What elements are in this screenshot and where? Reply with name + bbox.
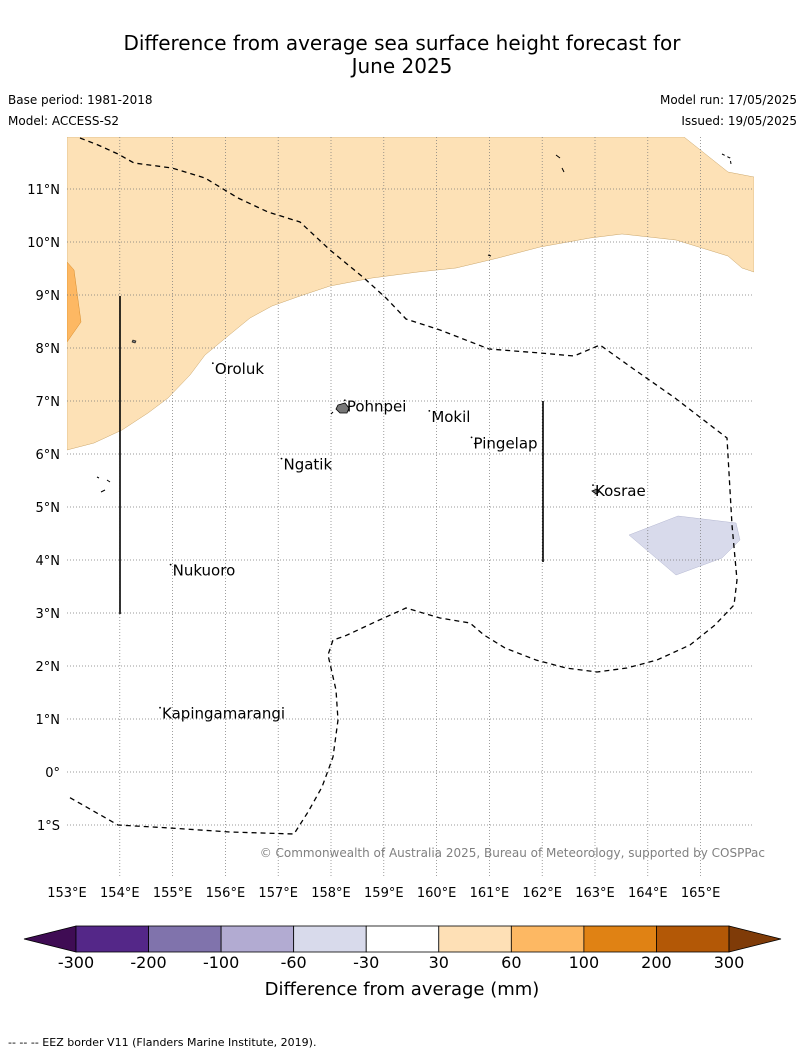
place-marker xyxy=(211,362,214,365)
lat-tick-label: 1°N xyxy=(36,713,61,728)
colorbar-bin xyxy=(365,925,440,953)
lat-tick-label: 8°N xyxy=(36,342,61,357)
lon-tick-label: 162°E xyxy=(522,886,562,901)
lon-tick-label: 163°E xyxy=(575,886,615,901)
lon-tick-label: 156°E xyxy=(206,886,246,901)
colorbar-extend-low xyxy=(23,925,77,953)
place-marker xyxy=(343,399,346,402)
place-marker xyxy=(280,457,283,460)
place-label: Pingelap xyxy=(474,434,538,452)
lat-tick-label: 2°N xyxy=(36,660,61,675)
map-grid xyxy=(67,137,754,878)
lon-tick-label: 160°E xyxy=(417,886,457,901)
colorbar-tick-label: 100 xyxy=(569,953,600,972)
colorbar-tick-label: 30 xyxy=(429,953,449,972)
lon-tick-label: 159°E xyxy=(364,886,404,901)
lon-tick-label: 155°E xyxy=(153,886,193,901)
lat-tick-label: 7°N xyxy=(36,395,61,410)
place-marker xyxy=(169,563,172,566)
lat-tick-label: 5°N xyxy=(36,501,61,516)
island-west-atoll xyxy=(131,339,137,344)
anomaly-60-100-west xyxy=(67,261,82,343)
lon-tick-label: 161°E xyxy=(470,886,510,901)
colorbar-bin xyxy=(656,925,730,953)
place-label: Kosrae xyxy=(595,482,646,500)
place-label: Pohnpei xyxy=(347,397,407,415)
colorbar-tick-label: -30 xyxy=(353,953,379,972)
lon-tick-label: 165°E xyxy=(681,886,721,901)
lon-tick-label: 154°E xyxy=(100,886,140,901)
lat-tick-label: 9°N xyxy=(36,289,61,304)
model-run: Model run: 17/05/2025 xyxy=(659,93,797,107)
colorbar-label: Difference from average (mm) xyxy=(265,979,540,1000)
colorbar-tick-label: -100 xyxy=(203,953,239,972)
colorbar-tick-label: 200 xyxy=(641,953,672,972)
lon-tick-label: 153°E xyxy=(47,886,87,901)
place-label: Ngatik xyxy=(283,456,332,474)
copyright-text: © Commonwealth of Australia 2025, Bureau… xyxy=(260,846,765,860)
lat-tick-label: 0° xyxy=(45,766,60,781)
base-period: Base period: 1981-2018 xyxy=(8,93,153,107)
lat-tick-label: 1°S xyxy=(37,819,60,834)
eez-border-northeast xyxy=(721,153,732,165)
place-marker xyxy=(159,706,161,709)
lat-tick-label: 4°N xyxy=(36,554,61,569)
colorbar-bin xyxy=(75,925,149,953)
title-line-2: June 2025 xyxy=(351,54,453,78)
place-marker xyxy=(428,410,431,412)
colorbar-bin xyxy=(438,925,512,953)
colorbar-bin xyxy=(583,925,657,953)
lat-tick-label: 6°N xyxy=(36,448,61,463)
place-label: Kapingamarangi xyxy=(162,705,285,723)
island-pohnpei xyxy=(335,402,350,414)
place-marker xyxy=(592,484,594,486)
island-kosrae xyxy=(591,488,600,495)
colorbar-tick-label: 60 xyxy=(501,953,521,972)
lon-tick-label: 157°E xyxy=(258,886,298,901)
island-shapes xyxy=(96,254,600,495)
place-label: Nukuoro xyxy=(173,562,236,580)
place-label: Oroluk xyxy=(215,360,264,378)
anomaly-30-60-north xyxy=(67,137,754,451)
lat-tick-label: 10°N xyxy=(27,236,60,251)
lat-tick-label: 11°N xyxy=(27,183,60,198)
longitude-labels: 153°E 154°E 155°E 156°E 157°E 158°E 159°E 160°E… xyxy=(47,886,720,901)
title-line-1: Difference from average sea surface heig… xyxy=(123,31,681,55)
colorbar-tick-label: -200 xyxy=(130,953,166,972)
map-title: Difference from average sea surface heig… xyxy=(0,32,804,78)
colorbar-bin xyxy=(148,925,222,953)
eez-border-islet xyxy=(555,154,565,173)
colorbar-tick-label: 300 xyxy=(714,953,745,972)
eez-border-north xyxy=(67,137,738,835)
colorbar-tick-label: -60 xyxy=(281,953,307,972)
colorbar-bin xyxy=(293,925,367,953)
place-marker xyxy=(470,436,473,439)
colorbar-bin xyxy=(510,925,585,953)
lat-tick-label: 3°N xyxy=(36,607,61,622)
issued-date: Issued: 19/05/2025 xyxy=(681,114,797,128)
island-small-pieces xyxy=(96,254,492,493)
model-name: Model: ACCESS-S2 xyxy=(8,114,120,128)
lon-tick-label: 158°E xyxy=(311,886,351,901)
eez-borders xyxy=(67,137,738,835)
eez-footnote: -- -- -- EEZ border V11 (Flanders Marine… xyxy=(8,1036,317,1049)
latitude-labels: 11°N 10°N 9°N 8°N 7°N 6°N 5°N 4°N 3°N 2°N 1°N 0° 1°S xyxy=(27,183,60,834)
place-label: Mokil xyxy=(431,408,470,426)
colorbar-extend-high xyxy=(728,925,782,953)
colorbar-bin xyxy=(220,925,295,953)
colorbar-tick-label: -300 xyxy=(58,953,94,972)
colorbar: -300 -200 -100 -60 -30 30 60 100 200 300 xyxy=(23,925,782,972)
lon-tick-label: 164°E xyxy=(628,886,668,901)
